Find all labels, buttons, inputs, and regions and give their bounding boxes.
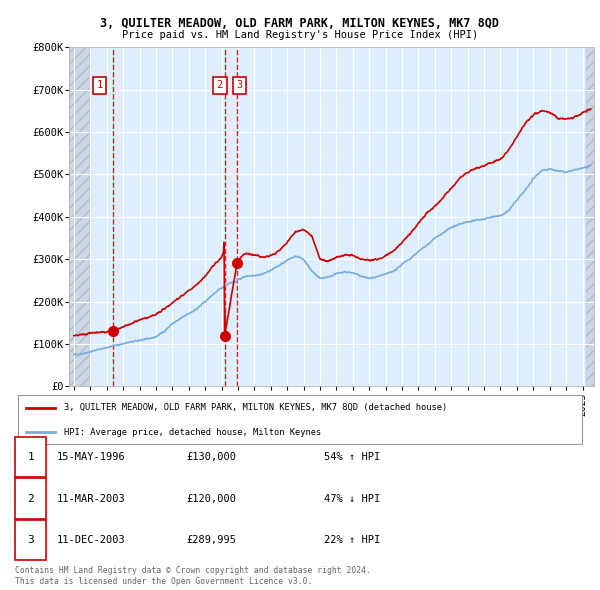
- FancyBboxPatch shape: [18, 395, 582, 444]
- Text: 3: 3: [236, 80, 242, 90]
- Text: 22% ↑ HPI: 22% ↑ HPI: [324, 535, 380, 545]
- Text: 47% ↓ HPI: 47% ↓ HPI: [324, 494, 380, 503]
- Text: 3, QUILTER MEADOW, OLD FARM PARK, MILTON KEYNES, MK7 8QD (detached house): 3, QUILTER MEADOW, OLD FARM PARK, MILTON…: [64, 403, 447, 412]
- Text: Contains HM Land Registry data © Crown copyright and database right 2024.
This d: Contains HM Land Registry data © Crown c…: [15, 566, 371, 586]
- Bar: [586, 47, 594, 386]
- Text: 1: 1: [27, 453, 34, 462]
- Text: £289,995: £289,995: [186, 535, 236, 545]
- Text: 11-DEC-2003: 11-DEC-2003: [57, 535, 126, 545]
- Text: 3, QUILTER MEADOW, OLD FARM PARK, MILTON KEYNES, MK7 8QD: 3, QUILTER MEADOW, OLD FARM PARK, MILTON…: [101, 17, 499, 30]
- Text: Price paid vs. HM Land Registry's House Price Index (HPI): Price paid vs. HM Land Registry's House …: [122, 30, 478, 40]
- Text: £120,000: £120,000: [186, 494, 236, 503]
- Text: 2: 2: [217, 80, 223, 90]
- Text: £130,000: £130,000: [186, 453, 236, 462]
- Text: 2: 2: [27, 494, 34, 503]
- Text: 11-MAR-2003: 11-MAR-2003: [57, 494, 126, 503]
- Text: 3: 3: [27, 535, 34, 545]
- Text: 15-MAY-1996: 15-MAY-1996: [57, 453, 126, 462]
- Text: 54% ↑ HPI: 54% ↑ HPI: [324, 453, 380, 462]
- Text: 1: 1: [97, 80, 103, 90]
- Bar: [69, 47, 91, 386]
- Text: HPI: Average price, detached house, Milton Keynes: HPI: Average price, detached house, Milt…: [64, 428, 321, 437]
